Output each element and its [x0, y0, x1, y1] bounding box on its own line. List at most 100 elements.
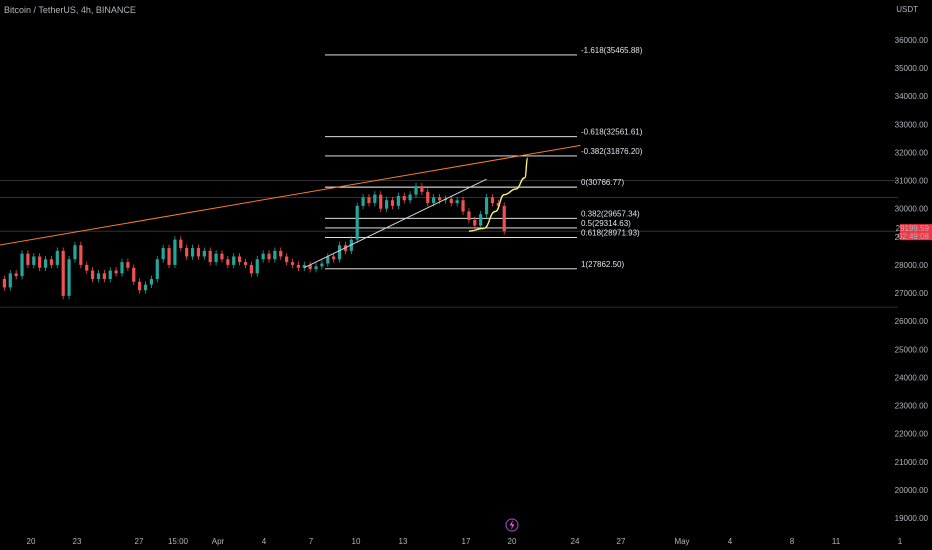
time-axis: 20 23 27 15:00 Apr 4 7 10 13 17 20 24 27 May 4 8 11 1 — [27, 537, 903, 546]
fib-label-3: 0(30766.77) — [581, 178, 624, 187]
candle — [214, 253, 218, 263]
currency-label: USDT — [896, 5, 918, 14]
candle — [43, 259, 48, 268]
candle — [273, 250, 277, 260]
x-tick-label: 13 — [399, 537, 408, 546]
candle — [2, 278, 6, 288]
x-tick-label: May — [674, 537, 689, 546]
price-badge-countdown: 02:49:08 — [898, 232, 930, 241]
candles-layer — [2, 182, 506, 300]
x-tick-label: 7 — [309, 537, 314, 546]
candle — [373, 194, 377, 204]
candle — [185, 248, 189, 257]
candle — [484, 197, 489, 215]
candle — [61, 250, 65, 296]
candle — [226, 259, 230, 265]
candle — [449, 198, 453, 204]
y-tick-label: 21000.00 — [895, 458, 929, 467]
y-tick-label: 34000.00 — [895, 92, 929, 101]
candle — [332, 256, 336, 260]
resistance-trendline — [0, 144, 581, 246]
fib-label-6: 0.618(28971.93) — [581, 229, 640, 238]
x-tick-label: 10 — [352, 537, 361, 546]
candle — [202, 250, 206, 257]
candle — [314, 266, 318, 270]
projection-layer — [468, 157, 529, 232]
candle — [26, 253, 30, 265]
candle — [390, 200, 395, 206]
candle — [308, 264, 312, 270]
candle — [161, 248, 165, 260]
candle — [379, 194, 383, 209]
candle — [355, 205, 359, 240]
x-tick-label: 1 — [898, 537, 903, 546]
candle — [132, 267, 136, 282]
y-tick-label: 19000.00 — [895, 514, 929, 523]
x-tick-label: 23 — [73, 537, 82, 546]
candle — [255, 259, 259, 274]
candle — [91, 270, 95, 279]
candle — [232, 256, 236, 265]
candle — [14, 273, 18, 277]
candle — [290, 262, 295, 265]
candle — [414, 186, 418, 195]
candle — [155, 259, 159, 279]
y-tick-label: 28000.00 — [895, 261, 929, 270]
candle — [279, 250, 283, 257]
candle — [38, 256, 42, 268]
y-tick-label: 27000.00 — [895, 289, 929, 298]
candle — [467, 211, 471, 220]
x-tick-label: 20 — [27, 537, 36, 546]
candle — [208, 250, 212, 263]
x-tick-label: 20 — [508, 537, 517, 546]
y-tick-label: 32000.00 — [895, 148, 929, 157]
candle — [173, 239, 177, 265]
candle — [73, 245, 77, 260]
y-tick-label: 33000.00 — [895, 120, 929, 129]
y-tick-label: 22000.00 — [895, 430, 929, 439]
price-badge: 29199.59 02:49:08 — [896, 224, 932, 241]
candle — [320, 263, 324, 267]
y-tick-label: 24000.00 — [895, 373, 929, 382]
candle — [79, 245, 83, 265]
y-tick-label: 20000.00 — [895, 486, 929, 495]
candle — [126, 262, 130, 268]
candle — [385, 200, 389, 209]
y-tick-label: 25000.00 — [895, 345, 929, 354]
fib-label-4: 0.382(29657.34) — [581, 209, 640, 218]
candle — [243, 262, 248, 265]
lightning-icon[interactable] — [505, 518, 519, 532]
candle — [267, 253, 271, 260]
candle — [261, 253, 265, 260]
candle — [8, 273, 12, 288]
x-tick-label: Apr — [212, 537, 225, 546]
candle — [196, 248, 201, 257]
candle — [420, 186, 424, 192]
candle — [396, 196, 400, 206]
candle — [502, 205, 506, 232]
candle — [190, 248, 195, 257]
support-trendline — [304, 178, 487, 269]
x-tick-label: 17 — [462, 537, 471, 546]
candle — [426, 191, 430, 204]
candle — [432, 197, 436, 204]
candle — [143, 284, 148, 291]
candle — [108, 270, 112, 279]
candle — [361, 197, 365, 206]
fib-label-1: -0.618(32561.61) — [581, 128, 643, 137]
y-tick-label: 35000.00 — [895, 64, 929, 73]
candle — [437, 197, 442, 201]
candle — [402, 196, 406, 201]
y-tick-label: 30000.00 — [895, 205, 929, 214]
candle — [461, 200, 465, 212]
price-badge-box — [900, 224, 932, 241]
candle — [20, 253, 24, 277]
candle — [102, 273, 106, 279]
candle — [138, 281, 142, 291]
y-tick-label: 26000.00 — [895, 317, 929, 326]
projection-path — [468, 157, 529, 232]
candle — [249, 264, 253, 274]
candle — [167, 248, 171, 265]
fib-label-2: -0.382(31876.20) — [581, 147, 643, 156]
